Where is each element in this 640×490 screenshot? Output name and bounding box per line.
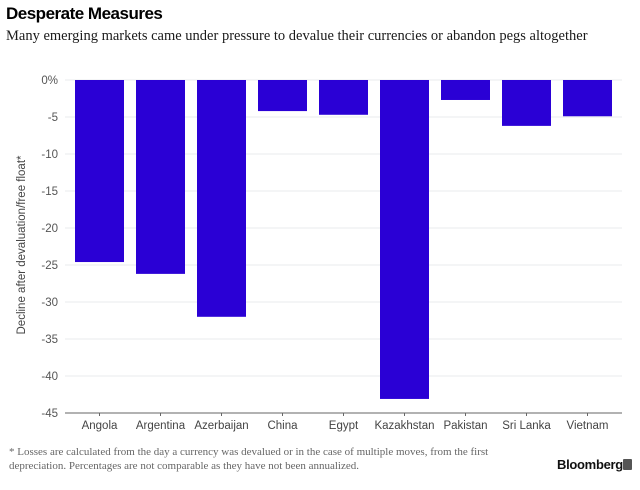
x-tick-label: Sri Lanka [502,420,551,432]
y-tick-label: -40 [41,371,58,383]
bar-sri-lanka [502,80,551,126]
y-tick-label: 0% [41,75,58,87]
footnote: * Losses are calculated from the day a c… [9,446,489,472]
bar-vietnam [563,80,612,117]
bar-angola [75,80,124,263]
bloomberg-logo: Bloomberg [557,457,623,472]
y-tick-label: -35 [41,334,58,346]
x-tick-label: Vietnam [567,420,609,432]
bar-kazakhstan [380,80,429,399]
bar-china [258,80,307,112]
bars [75,80,612,399]
x-tick-label: Argentina [136,420,186,432]
x-tick-label: Egypt [329,420,359,432]
x-tick-label: Azerbaijan [194,420,248,432]
bar-egypt [319,80,368,115]
y-axis-label: Decline after devaluation/free float* [16,155,28,335]
chart-subtitle: Many emerging markets came under pressur… [6,28,588,44]
x-tick-label: China [267,420,298,432]
y-tick-label: -25 [41,260,58,272]
bar-argentina [136,80,185,274]
y-tick-label: -10 [41,149,58,161]
y-axis-ticks: 0% -5 -10 -15 -20 -25 -30 -35 -40 -45 [41,75,58,420]
x-axis: Angola Argentina Azerbaijan China Egypt Kazak… [65,412,622,432]
y-tick-label: -30 [41,297,58,309]
chart-title: Desperate Measures [6,4,163,23]
y-tick-label: -15 [41,186,58,198]
y-tick-label: -20 [41,223,58,235]
bar-chart: 0% -5 -10 -15 -20 -25 -30 -35 -40 -45 Angola Argen… [16,75,622,432]
x-tick-label: Kazakhstan [374,420,434,432]
y-tick-label: -5 [48,112,58,124]
y-tick-label: -45 [41,408,58,420]
x-tick-label: Pakistan [443,420,487,432]
bar-pakistan [441,80,490,100]
bar-azerbaijan [197,80,246,317]
bloomberg-chart-icon [623,459,632,470]
x-tick-label: Angola [82,420,118,432]
